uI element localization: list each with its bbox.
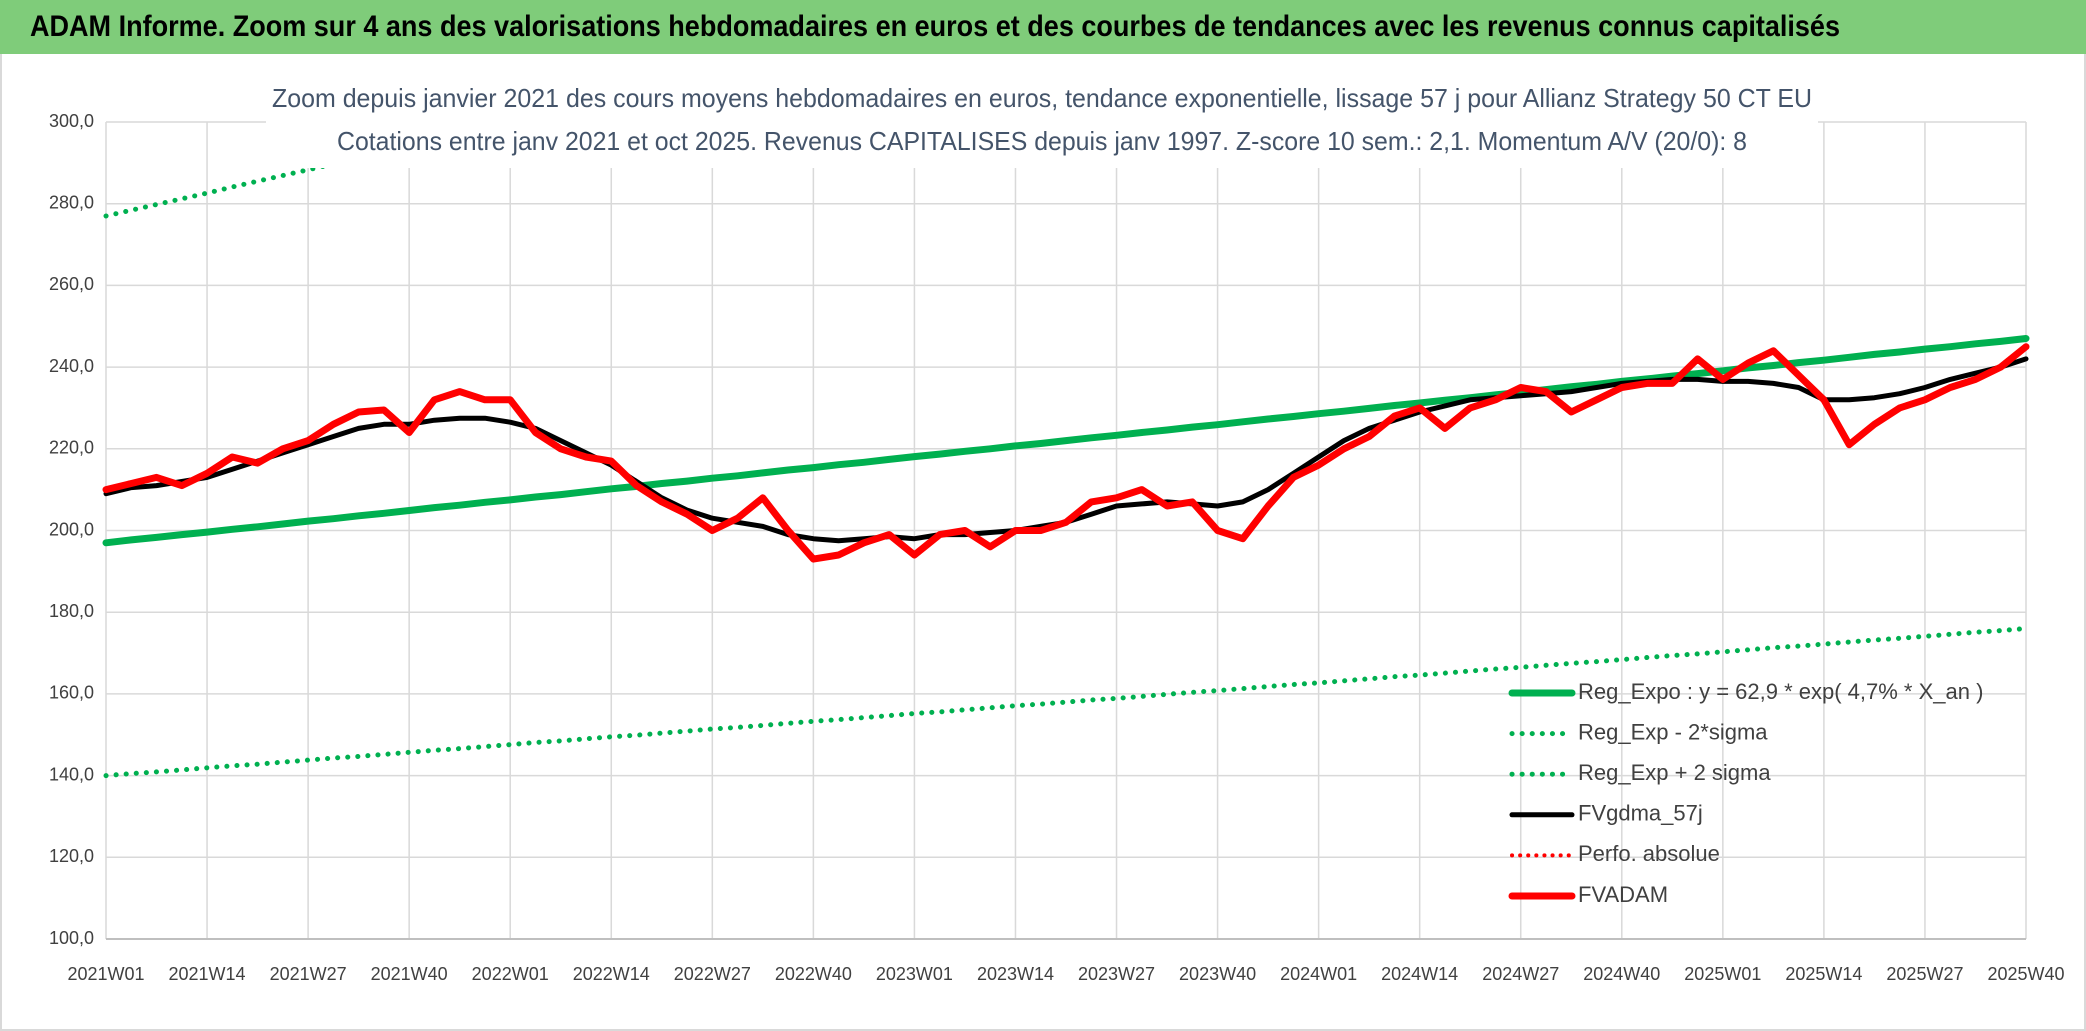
x-tick-label: 2022W01 — [472, 964, 549, 984]
legend: Reg_Expo : y = 62,9 * exp( 4,7% * X_an )… — [1508, 679, 1983, 907]
legend-label: FVADAM — [1578, 882, 1668, 907]
chart-subtitle: Cotations entre janv 2021 et oct 2025. R… — [337, 126, 1747, 156]
y-tick-label: 200,0 — [49, 519, 94, 539]
banner-bg — [0, 0, 2086, 54]
x-tick-label: 2023W27 — [1078, 964, 1155, 984]
grid: 100,0 120,0 140,0 160,0 180,0 200,0 220,0 240,0… — [49, 111, 2065, 984]
x-tick-label: 2025W01 — [1684, 964, 1761, 984]
y-tick-label: 160,0 — [49, 683, 94, 703]
legend-label: Perfo. absolue — [1578, 841, 1720, 866]
x-tick-label: 2021W14 — [169, 964, 246, 984]
legend-label: Reg_Exp + 2 sigma — [1578, 760, 1771, 785]
x-tick-label: 2024W27 — [1482, 964, 1559, 984]
banner: ADAM Informe. Zoom sur 4 ans des valoris… — [30, 10, 1840, 43]
x-tick-label: 2023W14 — [977, 964, 1054, 984]
y-tick-label: 300,0 — [49, 111, 94, 131]
x-tick-label: 2022W27 — [674, 964, 751, 984]
legend-label: FVgdma_57j — [1578, 801, 1703, 826]
x-tick-label: 2021W40 — [371, 964, 448, 984]
y-tick-label: 220,0 — [49, 438, 94, 458]
x-tick-label: 2022W14 — [573, 964, 650, 984]
legend-label: Reg_Exp - 2*sigma — [1578, 719, 1768, 744]
x-tick-label: 2025W14 — [1785, 964, 1862, 984]
series-line — [102, 343, 2030, 563]
x-tick-label: 2021W27 — [270, 964, 347, 984]
y-tick-label: 100,0 — [49, 928, 94, 948]
y-tick-label: 140,0 — [49, 764, 94, 784]
chart-title: Zoom depuis janvier 2021 des cours moyen… — [272, 83, 1812, 113]
x-tick-label: 2024W40 — [1583, 964, 1660, 984]
y-tick-label: 240,0 — [49, 356, 94, 376]
series-line — [103, 626, 2029, 779]
x-tick-label: 2025W40 — [1987, 964, 2064, 984]
title-bg — [266, 80, 1818, 168]
x-tick-label: 2024W14 — [1381, 964, 1458, 984]
y-tick-label: 260,0 — [49, 274, 94, 294]
x-tick-label: 2024W01 — [1280, 964, 1357, 984]
x-tick-label: 2025W27 — [1886, 964, 1963, 984]
legend-label: Reg_Expo : y = 62,9 * exp( 4,7% * X_an ) — [1578, 679, 1983, 704]
series-line — [102, 335, 2030, 547]
x-tick-label: 2021W01 — [67, 964, 144, 984]
y-tick-label: 180,0 — [49, 601, 94, 621]
x-tick-label: 2022W40 — [775, 964, 852, 984]
x-tick-label: 2023W01 — [876, 964, 953, 984]
x-tick-label: 2023W40 — [1179, 964, 1256, 984]
plot — [102, 118, 2030, 779]
y-tick-label: 280,0 — [49, 192, 94, 212]
y-tick-label: 120,0 — [49, 846, 94, 866]
